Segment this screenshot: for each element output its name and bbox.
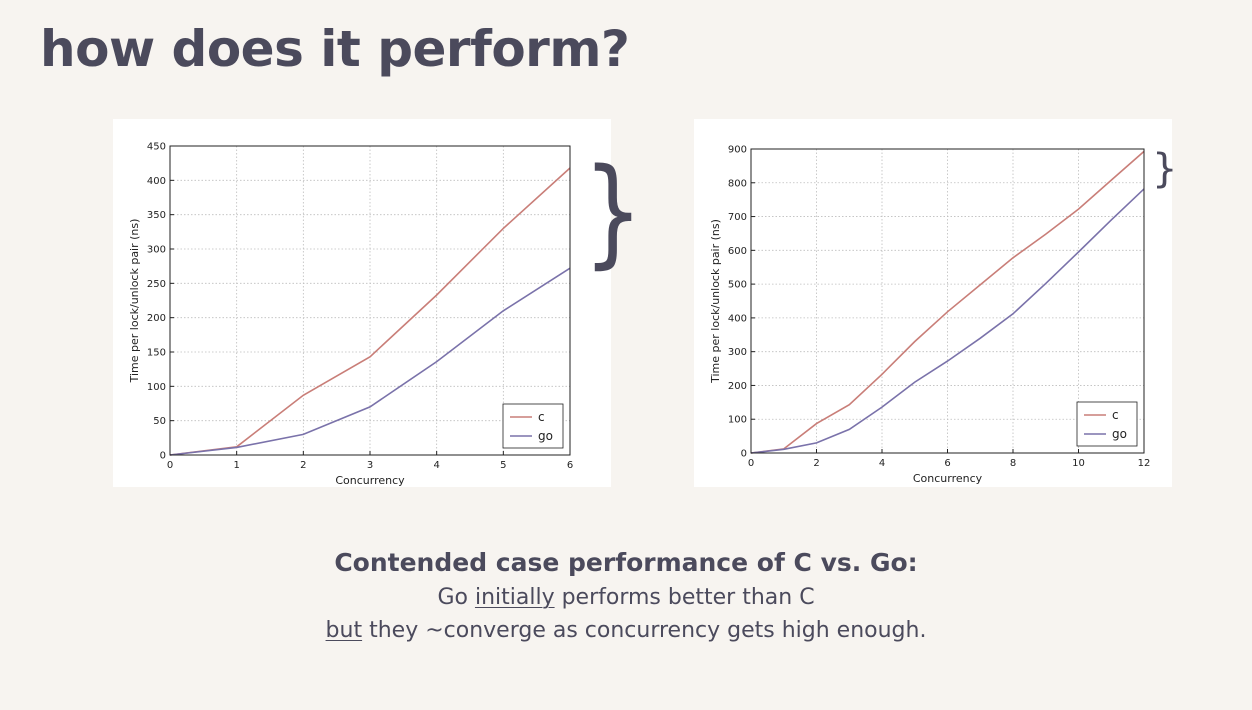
chart-right-ytick-label: 400 bbox=[728, 313, 747, 324]
chart-right-ytick-label: 900 bbox=[728, 145, 747, 156]
chart-left-ytick-label: 100 bbox=[147, 382, 166, 393]
chart-right-xtick-label: 10 bbox=[1072, 458, 1085, 469]
chart-right-legend-label-c: c bbox=[1112, 408, 1119, 422]
chart-right-ytick-label: 700 bbox=[728, 212, 747, 223]
chart-left-ylabel: Time per lock/unlock pair (ns) bbox=[128, 219, 141, 384]
caption-line-2-post: they ~converge as concurrency gets high … bbox=[362, 618, 927, 643]
chart-left-legend-label-c: c bbox=[538, 410, 545, 424]
chart-right-xtick-label: 0 bbox=[748, 458, 754, 469]
chart-right-ytick-label: 100 bbox=[728, 415, 747, 426]
brace-left: } bbox=[583, 142, 644, 280]
chart-left: 0 1 2 3 4 5 6 0 50 100 150 200 250 300 350 400 450 Concur… bbox=[128, 142, 573, 488]
chart-left-ytick-label: 150 bbox=[147, 348, 166, 359]
chart-left-ytick-label: 0 bbox=[160, 451, 166, 462]
caption-emphasis-but: but bbox=[325, 618, 363, 643]
chart-left-ytick-label: 250 bbox=[147, 279, 166, 290]
chart-right-ytick-label: 800 bbox=[728, 178, 747, 189]
chart-right-xtick-label: 8 bbox=[1010, 458, 1016, 469]
chart-right-ytick-label: 500 bbox=[728, 280, 747, 291]
chart-right-xtick-label: 4 bbox=[879, 458, 885, 469]
chart-right: 0 2 4 6 8 10 12 0 100 200 300 400 500 600 700 800 900 Con… bbox=[709, 145, 1151, 486]
slide-title: how does it perform? bbox=[40, 20, 630, 78]
chart-right-ylabel: Time per lock/unlock pair (ns) bbox=[709, 219, 722, 384]
chart-left-xtick-label: 1 bbox=[233, 460, 239, 471]
chart-left-legend-box bbox=[502, 403, 564, 449]
chart-left-ytick-label: 350 bbox=[147, 210, 166, 221]
chart-left-ytick-label: 300 bbox=[147, 245, 166, 256]
caption-line-1-pre: Go bbox=[437, 585, 475, 610]
chart-right-legend-label-go: go bbox=[1112, 427, 1127, 441]
chart-right-series-c-line bbox=[750, 150, 1145, 454]
chart-left-legend-label-go: go bbox=[538, 429, 553, 443]
caption-emphasis-initially: initially bbox=[474, 585, 555, 610]
chart-left-xlabel: Concurrency bbox=[335, 474, 405, 487]
chart-left-panel: 0 1 2 3 4 5 6 0 50 100 150 200 250 300 350 400 450 Concur… bbox=[113, 119, 611, 487]
chart-right-ytick-label: 200 bbox=[728, 381, 747, 392]
chart-left-ytick-label: 50 bbox=[153, 416, 166, 427]
caption-headline: Contended case performance of C vs. Go: bbox=[334, 548, 918, 577]
chart-right-legend-box bbox=[1076, 401, 1138, 447]
chart-right-ytick-label: 300 bbox=[728, 347, 747, 358]
chart-right-panel: 0 2 4 6 8 10 12 0 100 200 300 400 500 600 700 800 900 Con… bbox=[694, 119, 1172, 487]
chart-left-xtick-label: 4 bbox=[433, 460, 439, 471]
chart-left-xtick-label: 3 bbox=[367, 460, 373, 471]
caption-line-1-post: performs better than C bbox=[554, 585, 815, 610]
chart-left-xtick-label: 0 bbox=[167, 460, 173, 471]
chart-right-ytick-label: 0 bbox=[741, 449, 747, 460]
chart-left-xtick-label: 6 bbox=[567, 460, 573, 471]
chart-right-xlabel: Concurrency bbox=[913, 472, 983, 485]
chart-right-ytick-label: 600 bbox=[728, 246, 747, 257]
chart-right-xtick-label: 2 bbox=[813, 458, 819, 469]
brace-right: } bbox=[1152, 146, 1178, 192]
chart-left-series-go-line bbox=[169, 267, 571, 456]
chart-left-xtick-label: 5 bbox=[500, 460, 506, 471]
caption-line-2: but they ~converge as concurrency gets h… bbox=[0, 618, 1252, 643]
caption-line-1: Go initially performs better than C bbox=[0, 585, 1252, 610]
chart-right-series-go-line bbox=[750, 188, 1145, 454]
chart-left-ytick-label: 400 bbox=[147, 176, 166, 187]
chart-left-ytick-label: 450 bbox=[147, 142, 166, 153]
chart-left-ytick-label: 200 bbox=[147, 313, 166, 324]
chart-right-xtick-label: 12 bbox=[1138, 458, 1151, 469]
caption: Contended case performance of C vs. Go: … bbox=[0, 548, 1252, 651]
chart-right-xtick-label: 6 bbox=[944, 458, 950, 469]
chart-left-xtick-label: 2 bbox=[300, 460, 306, 471]
